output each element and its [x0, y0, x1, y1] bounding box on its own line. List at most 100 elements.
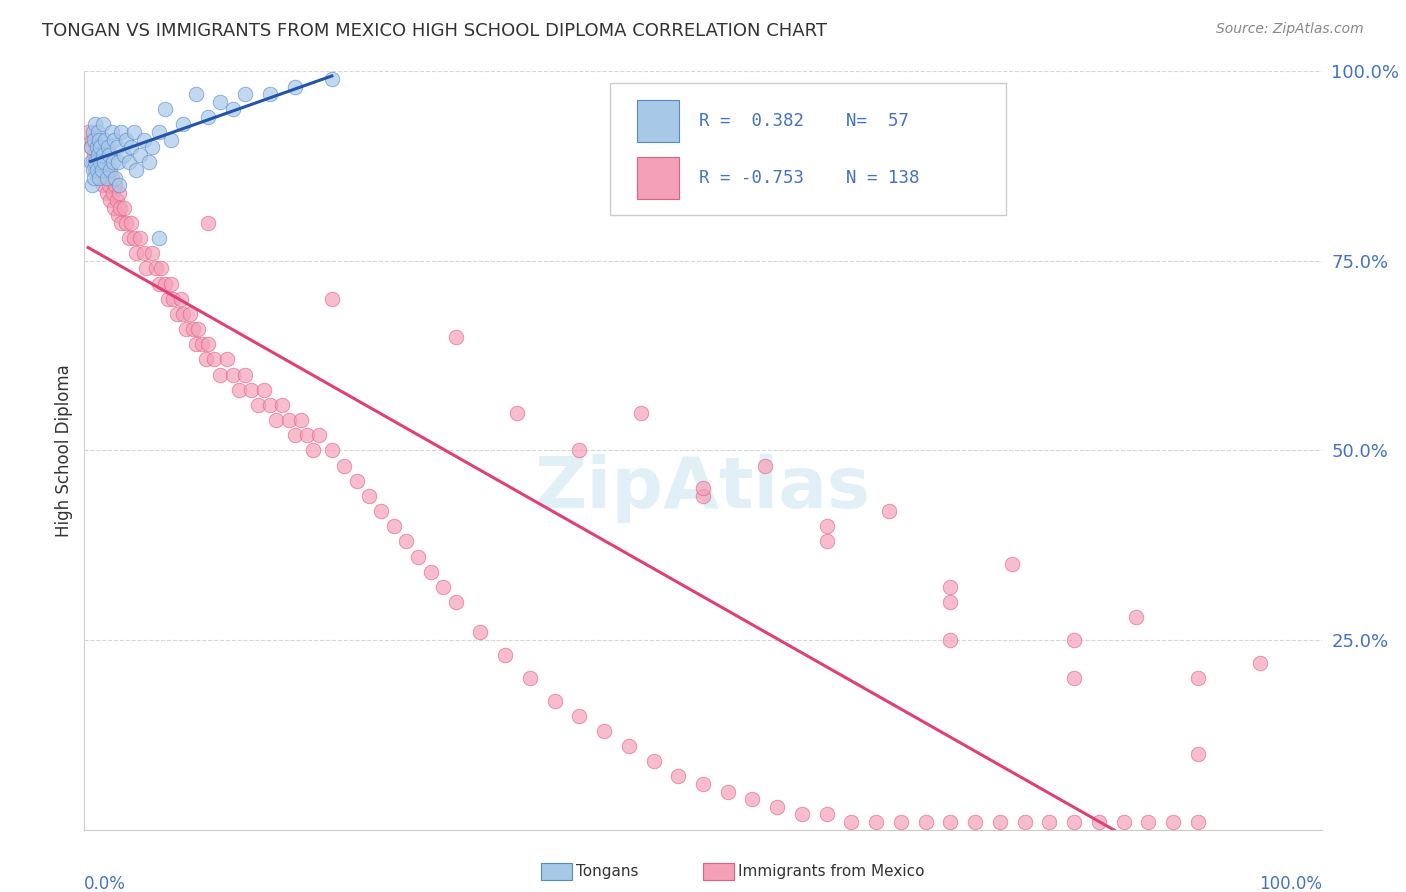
Point: [432, 580, 454, 594]
Point: [568, 443, 591, 458]
Point: [160, 132, 183, 146]
Point: [181, 322, 204, 336]
Point: [395, 534, 418, 549]
Point: [222, 368, 245, 382]
Point: [79, 140, 101, 154]
Point: [115, 132, 138, 146]
Text: Source: ZipAtlas.com: Source: ZipAtlas.com: [1216, 22, 1364, 37]
Point: [253, 383, 276, 397]
Point: [101, 186, 124, 200]
Point: [101, 155, 124, 169]
Point: [132, 246, 155, 260]
Point: [153, 103, 176, 117]
Point: [83, 170, 105, 185]
Point: [419, 565, 441, 579]
Point: [141, 246, 163, 260]
Bar: [637, 100, 679, 142]
Point: [321, 292, 343, 306]
Point: [197, 110, 219, 124]
Point: [125, 163, 148, 178]
Point: [93, 155, 115, 169]
Point: [444, 330, 467, 344]
Point: [122, 125, 145, 139]
Point: [543, 694, 565, 708]
Point: [692, 777, 714, 791]
Text: R = -0.753    N = 138: R = -0.753 N = 138: [699, 169, 920, 186]
Point: [162, 292, 184, 306]
Point: [96, 170, 118, 185]
Point: [890, 815, 912, 830]
Point: [1249, 656, 1271, 670]
Point: [118, 231, 141, 245]
Point: [91, 117, 114, 131]
Text: 100.0%: 100.0%: [1258, 875, 1322, 892]
Point: [166, 307, 188, 321]
Text: ZipAtlas: ZipAtlas: [536, 454, 870, 523]
Y-axis label: High School Diploma: High School Diploma: [55, 364, 73, 537]
Point: [138, 155, 160, 169]
Point: [79, 155, 101, 169]
Point: [86, 140, 108, 154]
Point: [568, 708, 591, 723]
Point: [89, 170, 111, 185]
Point: [129, 231, 152, 245]
Text: TONGAN VS IMMIGRANTS FROM MEXICO HIGH SCHOOL DIPLOMA CORRELATION CHART: TONGAN VS IMMIGRANTS FROM MEXICO HIGH SC…: [42, 22, 827, 40]
Point: [112, 148, 135, 162]
Point: [98, 148, 121, 162]
Point: [321, 72, 343, 87]
Point: [215, 352, 238, 367]
Point: [80, 132, 103, 146]
Point: [593, 724, 616, 739]
Point: [107, 209, 129, 223]
Point: [1112, 815, 1135, 830]
Point: [370, 504, 392, 518]
Point: [86, 140, 108, 154]
Point: [284, 79, 307, 94]
Point: [89, 140, 111, 154]
Point: [877, 504, 900, 518]
Point: [96, 186, 118, 200]
Point: [98, 163, 121, 178]
Point: [91, 178, 114, 193]
Point: [98, 178, 121, 193]
Point: [120, 216, 142, 230]
Point: [94, 132, 117, 146]
Point: [118, 155, 141, 169]
Point: [209, 368, 232, 382]
Point: [89, 132, 111, 146]
Point: [97, 140, 120, 154]
Point: [766, 800, 789, 814]
Point: [82, 163, 104, 178]
Point: [965, 815, 987, 830]
Point: [914, 815, 936, 830]
Point: [692, 489, 714, 503]
Point: [80, 178, 103, 193]
Point: [90, 163, 112, 178]
Point: [790, 807, 813, 822]
Point: [233, 87, 256, 102]
Point: [408, 549, 430, 564]
Point: [346, 474, 368, 488]
Point: [865, 815, 887, 830]
Point: [506, 405, 529, 420]
Point: [209, 95, 232, 109]
Point: [617, 739, 640, 753]
Point: [1187, 747, 1209, 761]
Point: [108, 186, 131, 200]
Point: [112, 201, 135, 215]
Point: [1063, 633, 1085, 648]
Point: [264, 413, 287, 427]
Point: [240, 383, 263, 397]
Point: [89, 148, 111, 162]
Point: [1088, 815, 1111, 830]
Point: [107, 155, 129, 169]
Point: [233, 368, 256, 382]
Point: [228, 383, 250, 397]
Point: [939, 633, 962, 648]
Point: [692, 482, 714, 496]
Point: [197, 337, 219, 351]
Point: [145, 261, 167, 276]
Point: [148, 277, 170, 291]
Point: [83, 132, 105, 146]
Point: [87, 148, 110, 162]
